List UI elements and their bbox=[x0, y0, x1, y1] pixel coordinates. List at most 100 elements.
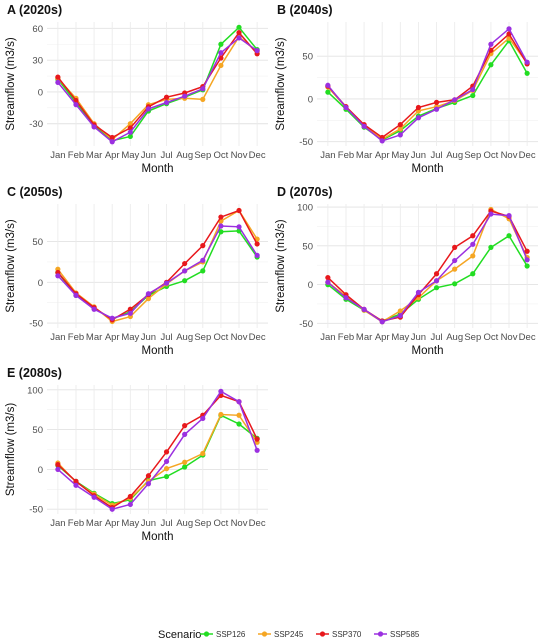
data-point-ssp245 bbox=[182, 459, 188, 465]
legend-label: SSP245 bbox=[274, 630, 304, 639]
data-point-ssp585 bbox=[254, 447, 260, 453]
data-point-ssp245 bbox=[218, 411, 224, 418]
data-point-ssp370 bbox=[109, 134, 115, 141]
data-point-ssp585 bbox=[415, 115, 422, 121]
data-point-ssp370 bbox=[433, 99, 440, 105]
legend-item-ssp585: SSP585 bbox=[374, 630, 420, 639]
y-axis-label: Streamflow (m3/s) bbox=[275, 37, 287, 130]
data-point-ssp585 bbox=[200, 415, 206, 422]
data-point-ssp126 bbox=[488, 244, 494, 250]
x-tick-label: Jul bbox=[430, 150, 442, 161]
series-line-ssp585 bbox=[327, 27, 528, 142]
x-tick-label: Sep bbox=[194, 150, 211, 161]
x-tick-label: Aug bbox=[446, 150, 463, 161]
data-point-ssp126 bbox=[325, 89, 331, 95]
x-tick-label: Jul bbox=[160, 150, 172, 161]
series-line-ssp585 bbox=[57, 36, 258, 143]
data-point-ssp126 bbox=[200, 268, 206, 274]
data-point-ssp585 bbox=[343, 295, 349, 301]
data-point-ssp585 bbox=[91, 494, 97, 500]
legend-label: SSP585 bbox=[390, 630, 420, 639]
x-tick-label: Nov bbox=[501, 150, 518, 161]
panel-title: D (2070s) bbox=[277, 185, 333, 199]
x-tick-label: Jun bbox=[141, 518, 156, 529]
data-point-ssp585 bbox=[91, 124, 97, 130]
y-tick-label: 0 bbox=[38, 278, 43, 289]
data-point-ssp126 bbox=[488, 62, 494, 68]
data-point-ssp370 bbox=[254, 241, 260, 247]
data-point-ssp126 bbox=[182, 278, 188, 284]
panel-4: -50 0 50 100 Jan Feb Mar Apr May Jun Jul Aug Sep Oct N… bbox=[275, 185, 538, 357]
data-point-ssp585 bbox=[524, 257, 530, 263]
data-point-ssp585 bbox=[163, 99, 170, 106]
data-point-ssp585 bbox=[127, 310, 133, 316]
x-tick-label: Aug bbox=[446, 332, 463, 343]
y-axis-label: Streamflow (m3/s) bbox=[5, 219, 17, 312]
y-tick-label: 0 bbox=[38, 87, 43, 98]
data-point-ssp585 bbox=[506, 26, 512, 32]
data-point-ssp370 bbox=[433, 271, 440, 277]
data-point-ssp370 bbox=[236, 29, 242, 36]
x-tick-label: May bbox=[391, 332, 409, 343]
data-point-ssp585 bbox=[452, 257, 458, 264]
data-point-ssp585 bbox=[343, 104, 349, 111]
x-tick-label: Jan bbox=[50, 150, 65, 161]
data-point-ssp585 bbox=[218, 50, 224, 56]
legend-items: SSP126 SSP245 SSP370 SSP585 bbox=[200, 630, 420, 639]
x-tick-label: Oct bbox=[484, 332, 499, 343]
legend-item-ssp245: SSP245 bbox=[258, 630, 304, 639]
data-point-ssp585 bbox=[163, 458, 170, 465]
x-tick-label: Dec bbox=[249, 150, 266, 161]
y-axis-label: Streamflow (m3/s) bbox=[5, 37, 17, 130]
x-tick-label: Jul bbox=[430, 332, 442, 343]
data-point-ssp245 bbox=[397, 308, 403, 314]
x-tick-label: Mar bbox=[86, 518, 102, 529]
x-tick-label: Apr bbox=[375, 150, 390, 161]
panel-2: -50 0 50 Jan Feb Mar Apr May Jun Jul Aug Sep Oct Nov D… bbox=[275, 3, 538, 175]
data-point-ssp126 bbox=[524, 70, 530, 76]
data-point-ssp245 bbox=[470, 253, 476, 259]
data-point-ssp245 bbox=[397, 126, 403, 132]
x-tick-label: May bbox=[121, 518, 139, 529]
x-tick-label: Apr bbox=[105, 332, 120, 343]
x-tick-label: Dec bbox=[519, 150, 536, 161]
panel-title: E (2080s) bbox=[7, 366, 62, 380]
y-tick-label: -50 bbox=[29, 319, 43, 330]
data-point-ssp370 bbox=[182, 260, 188, 267]
legend-title: Scenario bbox=[158, 629, 201, 641]
legend-swatch-dot bbox=[203, 631, 210, 637]
series-line-ssp126 bbox=[57, 230, 258, 320]
data-point-ssp585 bbox=[488, 41, 494, 47]
y-tick-label: 50 bbox=[32, 425, 43, 436]
legend-label: SSP370 bbox=[332, 630, 362, 639]
series-line-ssp245 bbox=[57, 413, 258, 507]
data-point-ssp585 bbox=[415, 289, 422, 295]
data-point-ssp245 bbox=[218, 62, 224, 69]
data-point-ssp585 bbox=[73, 102, 79, 108]
x-tick-label: Apr bbox=[105, 518, 120, 529]
x-axis-label: Month bbox=[142, 345, 174, 357]
legend-item-ssp370: SSP370 bbox=[316, 630, 362, 639]
panel-3: -50 0 50 Jan Feb Mar Apr May Jun Jul Aug Sep Oct Nov D… bbox=[5, 185, 268, 357]
x-tick-label: Aug bbox=[176, 518, 193, 529]
data-point-ssp585 bbox=[506, 213, 512, 219]
data-point-ssp126 bbox=[524, 263, 530, 269]
x-tick-label: Nov bbox=[231, 150, 248, 161]
data-point-ssp585 bbox=[236, 224, 242, 230]
data-point-ssp585 bbox=[218, 223, 224, 229]
data-point-ssp370 bbox=[73, 97, 79, 104]
x-tick-label: Dec bbox=[519, 332, 536, 343]
data-point-ssp126 bbox=[127, 133, 133, 140]
data-point-ssp245 bbox=[200, 96, 206, 102]
y-axis-label: Streamflow (m3/s) bbox=[5, 403, 17, 496]
data-point-ssp585 bbox=[91, 306, 97, 312]
series-line-ssp126 bbox=[327, 39, 528, 141]
data-point-ssp585 bbox=[470, 86, 476, 93]
x-tick-label: Dec bbox=[249, 518, 266, 529]
data-point-ssp370 bbox=[200, 243, 206, 249]
data-point-ssp245 bbox=[145, 296, 152, 302]
legend-swatch-dot bbox=[261, 631, 268, 637]
data-point-ssp585 bbox=[163, 280, 170, 286]
data-point-ssp585 bbox=[488, 211, 494, 217]
